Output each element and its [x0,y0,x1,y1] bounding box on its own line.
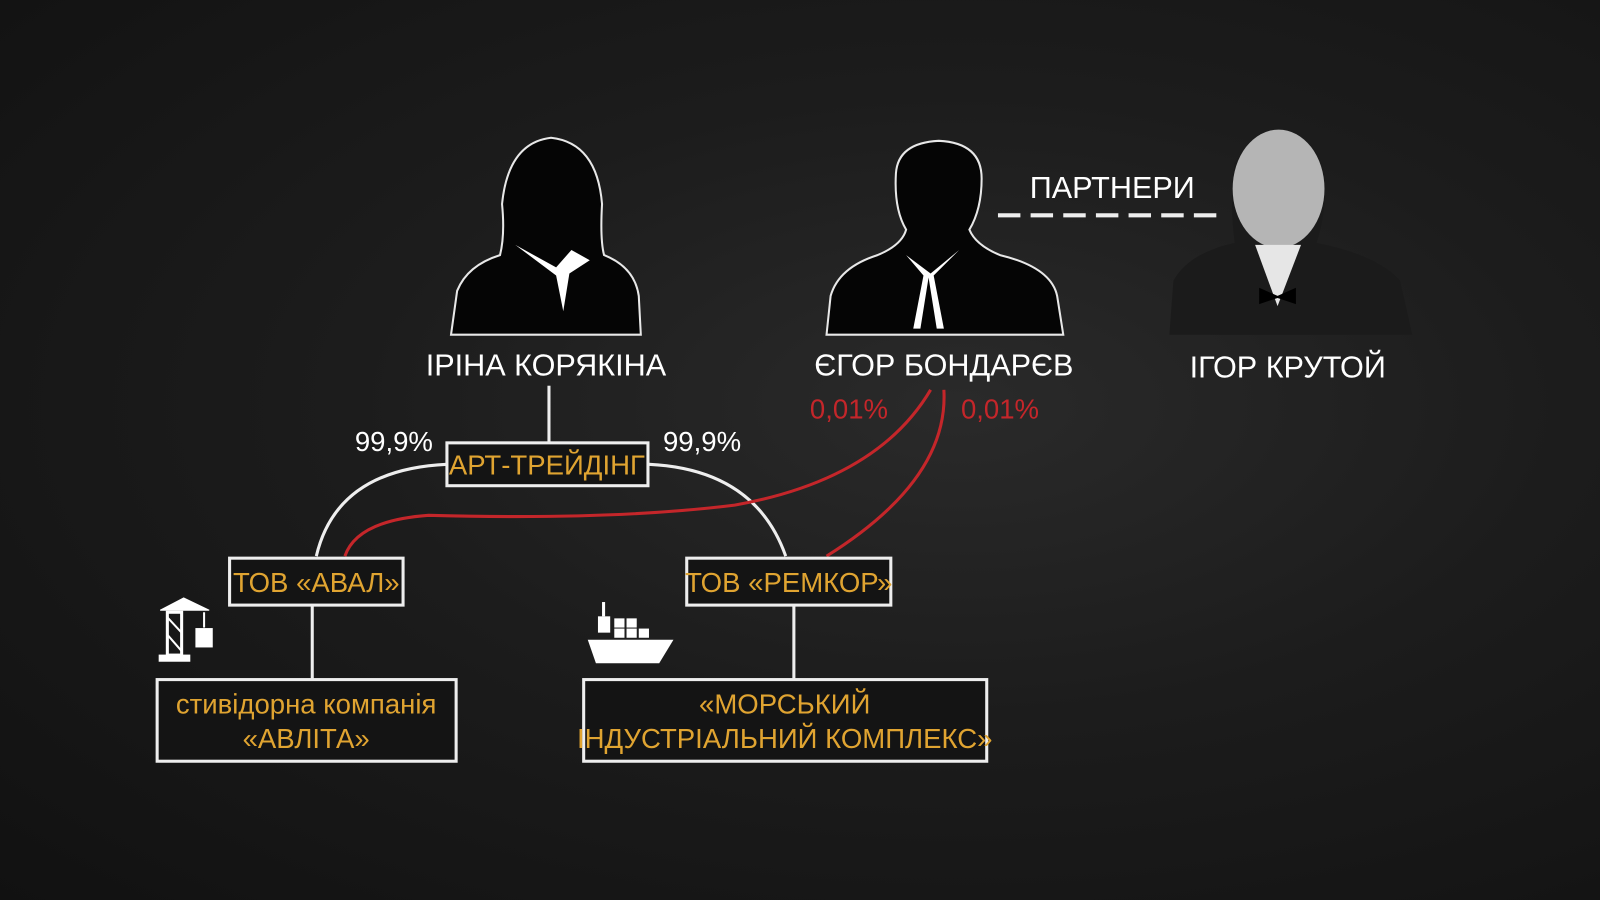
person-name-krutoy: ІГОР КРУТОЙ [1190,349,1386,385]
company-name: ТОВ «АВАЛ» [233,567,400,598]
company-name-line1: стивідорна компанія [176,688,437,719]
company-name: АРТ-ТРЕЙДІНГ [449,449,645,480]
person-name-bondarev: ЄГОР БОНДАРЄВ [814,349,1073,383]
art-to-aval-line [314,462,448,557]
company-box-remkor: ТОВ «РЕМКОР» [685,556,892,607]
company-name-line1: «МОРСЬКИЙ [699,688,870,719]
bondarev-to-aval-line [343,389,932,557]
bondarev-to-remkor-line [825,389,946,558]
company-box-avlita: стивідорна компанія «АВЛІТА» [155,678,458,763]
port-crane-icon [158,597,213,662]
company-name-line2: «АВЛІТА» [243,723,370,754]
share-art-aval: 99,9% [355,426,433,457]
partners-label: ПАРТНЕРИ [1030,171,1195,205]
company-box-aval: ТОВ «АВАЛ» [228,556,405,607]
company-box-art-trading: АРТ-ТРЕЙДІНГ [445,441,650,488]
male-silhouette-icon [825,139,1065,336]
company-name-line2: ІНДУСТРІАЛЬНИЙ КОМПЛЕКС» [577,723,992,754]
share-bondarev-aval: 0,01% [810,393,888,424]
cargo-ship-icon [587,602,674,664]
art-to-remkor-line [648,462,788,557]
company-name: ТОВ «РЕМКОР» [685,567,892,598]
person-name-koryakina: ІРІНА КОРЯКІНА [426,349,667,383]
share-art-remkor: 99,9% [663,426,741,457]
female-silhouette-icon [449,136,642,336]
company-box-mik: «МОРСЬКИЙ ІНДУСТРІАЛЬНИЙ КОМПЛЕКС» [577,678,992,763]
share-bondarev-remkor: 0,01% [961,393,1039,424]
portrait-photo [1169,129,1413,335]
